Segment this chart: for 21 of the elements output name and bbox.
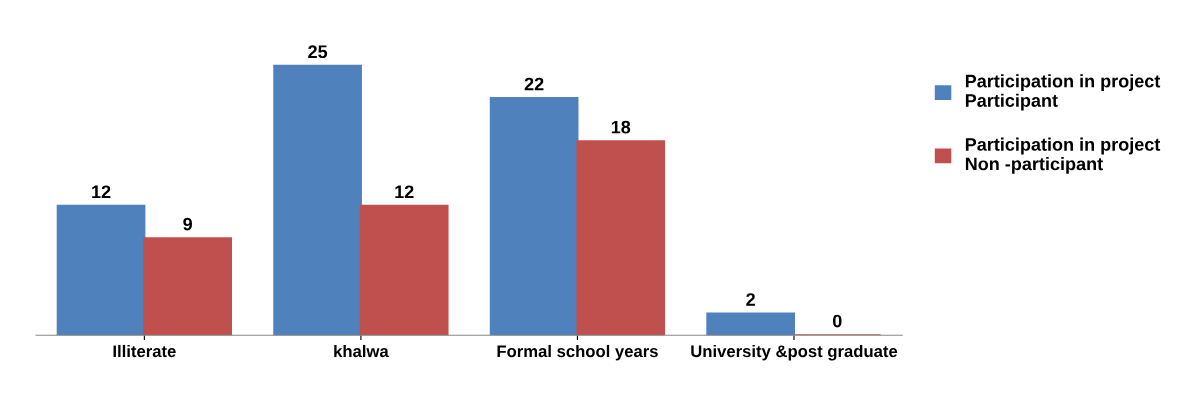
bar: [359, 204, 449, 336]
legend-label: Participation in project Non -participant: [965, 137, 1161, 174]
data-label: 18: [611, 120, 631, 134]
bar: [489, 97, 579, 336]
data-label: 2: [746, 293, 755, 306]
bar: [56, 204, 146, 336]
data-label: 9: [183, 217, 193, 231]
x-tick-label: khalwa: [334, 344, 389, 358]
bar: [576, 140, 666, 336]
bar: [143, 237, 233, 336]
x-tick-label: University &post graduate: [691, 344, 898, 361]
data-label: 12: [395, 185, 414, 198]
data-label: 12: [92, 185, 111, 198]
bar: [273, 64, 362, 336]
legend-label: Participation in project Participant: [965, 74, 1161, 111]
x-tick-label: Formal school years: [497, 344, 658, 361]
bar: [706, 312, 796, 336]
x-tick-label: Illiterate: [113, 344, 176, 358]
data-label: 22: [524, 77, 544, 91]
data-label: 25: [308, 45, 328, 59]
data-label: 0: [832, 314, 842, 328]
